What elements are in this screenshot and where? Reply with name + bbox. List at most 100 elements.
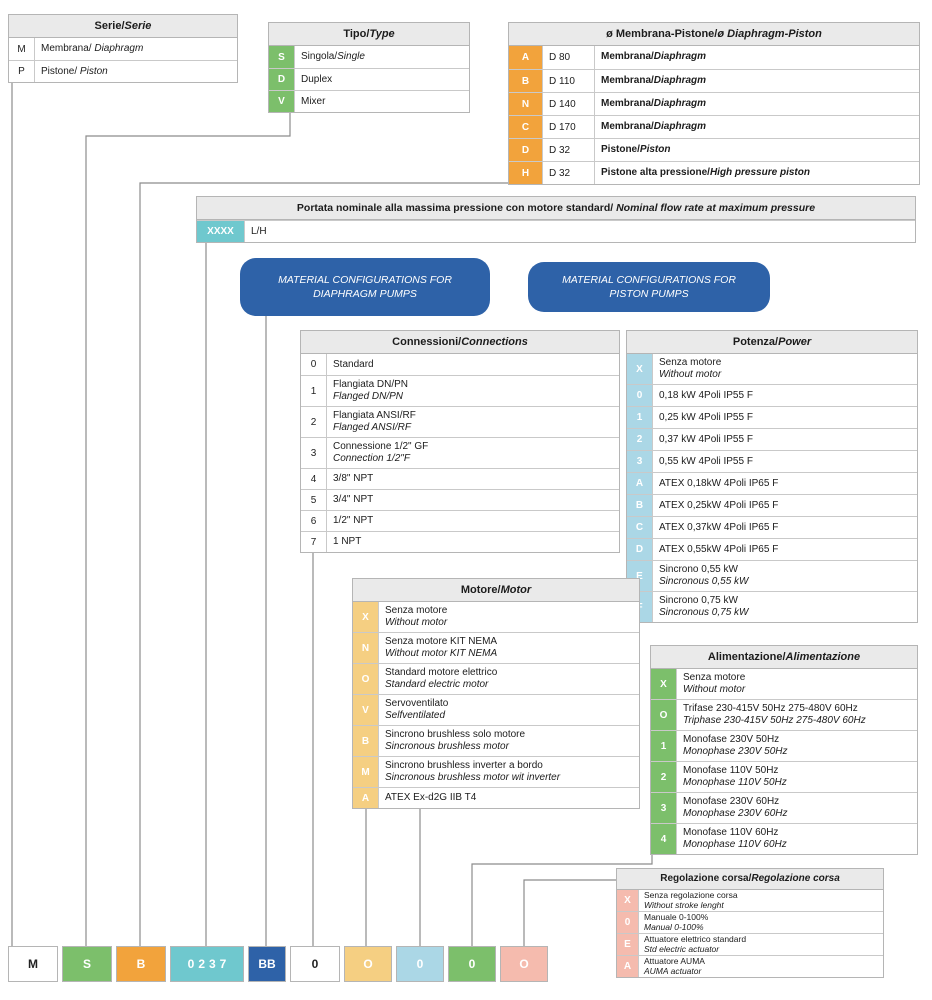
table-row: 2 Flangiata ANSI/RF Flanged ANSI/RF [301,406,619,437]
table-row: 3 0,55 kW 4Poli IP55 F [627,450,917,472]
serie-table-title: Serie/Serie [9,15,237,38]
table-row: B D 110 Membrana/Diaphragm [509,69,919,92]
table-row: 0 Manuale 0-100% Manual 0-100% [617,911,883,933]
code-cell: C [627,517,653,538]
row-label-en: Standard electric motor [385,679,489,690]
table-row: V Servoventilato Selfventilated [353,694,639,725]
table-row: O Standard motore elettrico Standard elec… [353,663,639,694]
table-row: B Sincrono brushless solo motore Sincrono… [353,725,639,756]
row-label-en: Monophase 230V 50Hz [683,746,788,757]
alimentazione-table: Alimentazione/Alimentazione X Senza moto… [650,645,918,855]
code-cell: O [353,664,379,694]
code-cell: O [651,700,677,730]
regolazione-table-title: Regolazione corsa/Regolazione corsa [617,869,883,890]
material-config-piston-button[interactable]: MATERIAL CONFIGURATIONS FOR PISTON PUMPS [528,262,770,312]
connessioni-table-title: Connessioni/Connections [301,331,619,354]
row-label-it: Monofase 230V 60Hz [683,796,780,807]
row-label-it: ATEX 0,25kW 4Poli IP65 F [659,499,779,511]
row-label-it: Senza motore [385,605,448,616]
row-label-it: ATEX 0,18kW 4Poli IP65 F [659,477,779,489]
row-label-it: Duplex [301,74,333,85]
row-label-en: Monophase 110V 60Hz [683,839,787,850]
code-cell: C [509,116,543,138]
table-row: 1 Monofase 230V 50Hz Monophase 230V 50Hz [651,730,917,761]
row-label-en: Without motor KIT NEMA [385,648,498,659]
code-cell: X [627,354,653,384]
code-cell: 0 [617,912,639,933]
row-label-en: Monophase 230V 60Hz [683,808,788,819]
row-label-it: Mixer [301,96,326,107]
row-label-it: Pistone/ [41,66,80,77]
code-segment-connessioni: 0 [290,946,340,982]
row-label-it: 0,55 kW 4Poli IP55 F [659,455,753,467]
code-cell: 6 [301,511,327,531]
row-label-it: Trifase 230-415V 50Hz 275-480V 60Hz [683,703,858,714]
row-label-it: ATEX 0,55kW 4Poli IP65 F [659,543,779,555]
code-cell: 2 [627,429,653,450]
diameter-cell: D 110 [543,70,595,92]
table-row: 3 Connessione 1/2" GF Connection 1/2"F [301,437,619,468]
row-label-en: Sincronous 0,55 kW [659,576,749,587]
table-row: 4 3/8" NPT [301,468,619,489]
code-cell: S [269,46,295,68]
code-segment-motore: O [344,946,392,982]
table-row: N D 140 Membrana/Diaphragm [509,92,919,115]
row-label-it: Pistone alta pressione/ [601,167,710,178]
code-cell: X [353,602,379,632]
table-row: A ATEX Ex-d2G IIB T4 [353,787,639,808]
table-row: M Sincrono brushless inverter a bordo Sin… [353,756,639,787]
row-label-en: Diaphragm [653,75,707,86]
code-cell: 7 [301,532,327,552]
row-label-it: Sincrono 0,55 kW [659,564,738,575]
table-row: A Attuatore AUMA AUMA actuator [617,955,883,977]
row-label-it: Senza motore KIT NEMA [385,636,498,647]
row-label-it: Senza motore [659,357,722,368]
code-cell: H [509,162,543,184]
code-cell: A [617,956,639,977]
diametro-table-title: ø Membrana-Pistone/ø Diaphragm-Piston [509,23,919,46]
table-row: B ATEX 0,25kW 4Poli IP65 F [627,494,917,516]
diameter-cell: D 32 [543,139,595,161]
row-label-it: Pistone/ [601,144,640,155]
code-cell: X [617,890,639,911]
row-label-en: Diaphragm [94,43,144,54]
row-label-en: Monophase 110V 50Hz [683,777,787,788]
table-row: 0 0,18 kW 4Poli IP55 F [627,384,917,406]
row-label-it: Membrana/ [601,51,654,62]
row-label-it: Flangiata ANSI/RF [333,410,416,421]
code-cell: 3 [301,438,327,468]
code-cell: 4 [651,824,677,854]
row-label-it: Membrana/ [601,75,654,86]
row-label-en: Diaphragm [653,121,707,132]
row-label-it: Standard motore elettrico [385,667,498,678]
row-label-it: 3/4" NPT [333,494,374,505]
row-label-it: 0,18 kW 4Poli IP55 F [659,389,753,401]
table-row: X Senza motore Without motor [353,602,639,632]
material-config-diaphragm-button[interactable]: MATERIAL CONFIGURATIONS FOR DIAPHRAGM PU… [240,258,490,316]
code-cell: V [269,91,295,112]
table-row: A D 80 Membrana/Diaphragm [509,46,919,69]
row-label-en: High pressure piston [709,167,810,178]
row-label-it: ATEX Ex-d2G IIB T4 [385,792,477,803]
code-segment-diametro: B [116,946,166,982]
row-label-it: Monofase 230V 50Hz [683,734,780,745]
row-label-en: AUMA actuator [644,965,702,976]
row-label-en: Flanged ANSI/RF [333,422,411,433]
table-row: D D 32 Pistone/Piston [509,138,919,161]
code-segment-potenza: 0 [396,946,444,982]
row-label-en: Without motor [683,684,746,695]
table-row: 1 Flangiata DN/PN Flanged DN/PN [301,375,619,406]
table-row: P Pistone/ Piston [9,60,237,82]
table-row: M Membrana/ Diaphragm [9,38,237,60]
row-label-en: Piston [79,66,108,77]
table-row: 5 3/4" NPT [301,489,619,510]
portata-table-title: Portata nominale alla massima pressione … [197,197,915,220]
row-label-en: Without motor [385,617,448,628]
row-label-it: 3/8" NPT [333,473,374,484]
row-label-it: 1 NPT [333,536,362,547]
table-row: 0 Standard [301,354,619,375]
row-label-en: Single [337,51,365,62]
potenza-table-title: Potenza/Power [627,331,917,354]
code-cell: D [269,69,295,90]
code-cell: 1 [651,731,677,761]
